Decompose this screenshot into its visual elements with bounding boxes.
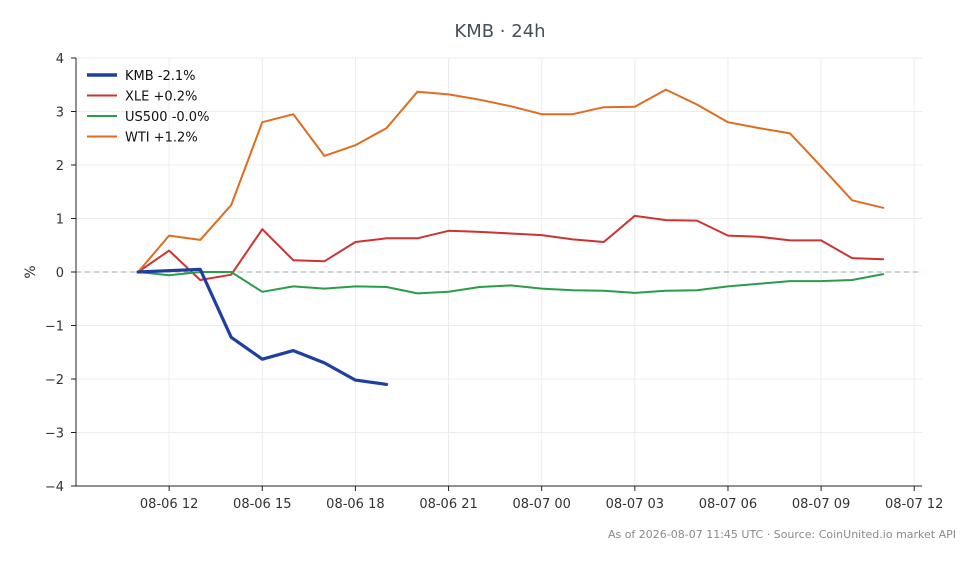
series-line-us500 [137,271,885,295]
x-tick-label: 08-07 12 [885,497,943,512]
y-tick-label: 2 [56,159,64,174]
legend-label: WTI +1.2% [125,131,198,146]
x-tick-label: 08-06 21 [419,497,477,512]
series-line-xle [137,214,885,281]
x-tick-label: 08-07 06 [699,497,757,512]
x-tick-label: 08-06 15 [233,497,291,512]
axes: 4 3 2 1 0 −1 −2 −3 −4 08-06 12 08-06 15 08-06 18 08-… [45,52,944,512]
legend-label: KMB -2.1% [125,69,196,84]
y-tick-label: −2 [45,373,64,388]
series-lines [136,88,885,386]
x-tick-label: 08-06 18 [326,497,384,512]
legend-label: US500 -0.0% [125,110,209,125]
chart-title: KMB · 24h [454,21,545,42]
legend: KMB -2.1% XLE +0.2% US500 -0.0% WTI +1.2% [87,69,209,146]
y-tick-label: −4 [45,480,64,495]
legend-label: XLE +0.2% [125,90,197,105]
y-tick-label: 1 [56,213,64,228]
x-tick-label: 08-07 00 [512,497,570,512]
y-tick-label: 3 [56,106,64,121]
y-tick-label: 0 [56,266,64,281]
x-tick-label: 08-07 09 [792,497,850,512]
y-axis-label: % [23,265,39,278]
y-tick-label: −1 [45,320,64,335]
series-line-wti [137,88,885,273]
series-line-kmb [136,267,389,386]
x-tick-label: 08-07 03 [606,497,664,512]
y-tick-label: −3 [45,427,64,442]
source-footnote: As of 2026-08-07 11:45 UTC · Source: Coi… [608,528,956,541]
y-tick-label: 4 [56,52,64,67]
x-tick-label: 08-06 12 [140,497,198,512]
